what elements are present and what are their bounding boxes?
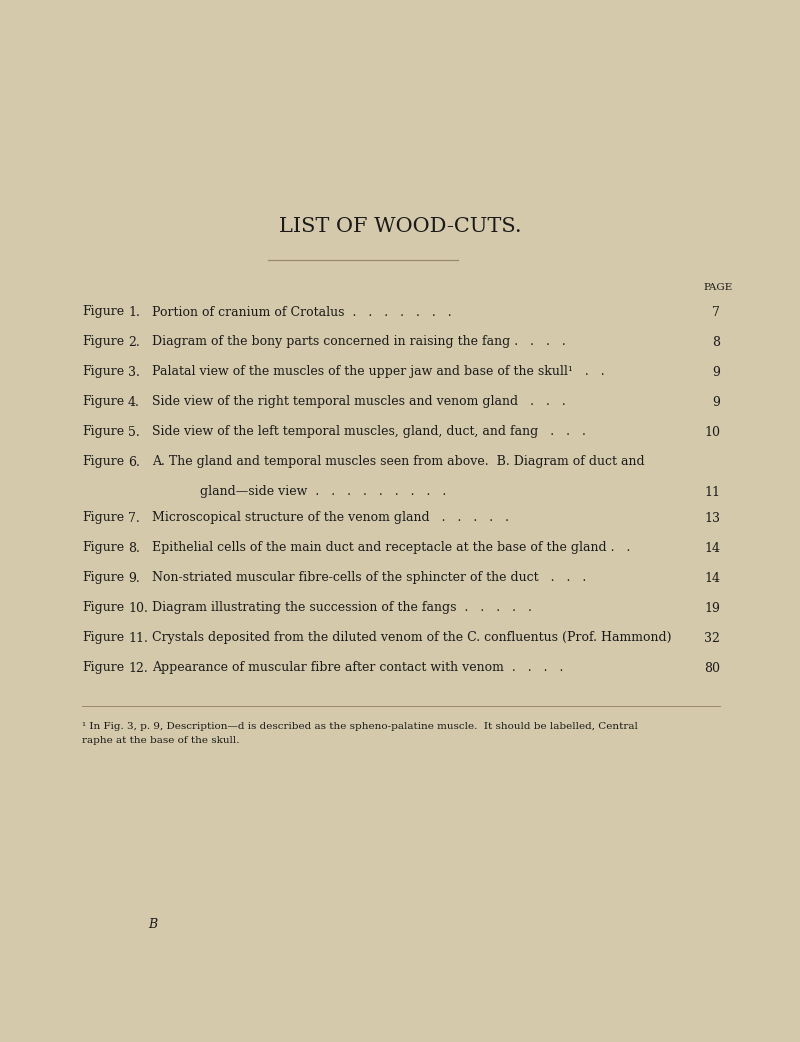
Text: Figure: Figure (82, 631, 124, 645)
Text: 32: 32 (704, 631, 720, 645)
Text: A. The gland and temporal muscles seen from above.  B. Diagram of duct and: A. The gland and temporal muscles seen f… (152, 455, 645, 469)
Text: Appearance of muscular fibre after contact with venom  .   .   .   .: Appearance of muscular fibre after conta… (152, 662, 563, 674)
Text: Figure: Figure (82, 662, 124, 674)
Text: Figure: Figure (82, 601, 124, 615)
Text: B: B (148, 918, 157, 931)
Text: gland—side view  .   .   .   .   .   .   .   .   .: gland—side view . . . . . . . . . (200, 486, 446, 498)
Text: Figure: Figure (82, 571, 124, 585)
Text: Figure: Figure (82, 305, 124, 319)
Text: Figure: Figure (82, 396, 124, 408)
Text: Figure: Figure (82, 542, 124, 554)
Text: 8.: 8. (128, 542, 140, 554)
Text: Portion of cranium of Crotalus  .   .   .   .   .   .   .: Portion of cranium of Crotalus . . . . .… (152, 305, 452, 319)
Text: 11: 11 (704, 486, 720, 498)
Text: Non-striated muscular fibre-cells of the sphincter of the duct   .   .   .: Non-striated muscular fibre-cells of the… (152, 571, 586, 585)
Text: Figure: Figure (82, 455, 124, 469)
Text: LIST OF WOOD-CUTS.: LIST OF WOOD-CUTS. (278, 218, 522, 237)
Text: PAGE: PAGE (703, 282, 733, 292)
Text: Microscopical structure of the venom gland   .   .   .   .   .: Microscopical structure of the venom gla… (152, 512, 509, 524)
Text: 19: 19 (704, 601, 720, 615)
Text: Diagram of the bony parts concerned in raising the fang .   .   .   .: Diagram of the bony parts concerned in r… (152, 336, 566, 348)
Text: 7: 7 (712, 305, 720, 319)
Text: 9: 9 (712, 366, 720, 378)
Text: Figure: Figure (82, 512, 124, 524)
Text: 3.: 3. (128, 366, 140, 378)
Text: Figure: Figure (82, 336, 124, 348)
Text: 10: 10 (704, 425, 720, 439)
Text: 8: 8 (712, 336, 720, 348)
Text: 9.: 9. (128, 571, 140, 585)
Text: Side view of the right temporal muscles and venom gland   .   .   .: Side view of the right temporal muscles … (152, 396, 566, 408)
Text: 4.: 4. (128, 396, 140, 408)
Text: Figure: Figure (82, 425, 124, 439)
Text: 11.: 11. (128, 631, 148, 645)
Text: ¹ In Fig. 3, p. 9, Description—d is described as the spheno-palatine muscle.  It: ¹ In Fig. 3, p. 9, Description—d is desc… (82, 722, 638, 731)
Text: 13: 13 (704, 512, 720, 524)
Text: raphe at the base of the skull.: raphe at the base of the skull. (82, 736, 239, 745)
Text: Epithelial cells of the main duct and receptacle at the base of the gland .   .: Epithelial cells of the main duct and re… (152, 542, 630, 554)
Text: 10.: 10. (128, 601, 148, 615)
Text: Diagram illustrating the succession of the fangs  .   .   .   .   .: Diagram illustrating the succession of t… (152, 601, 532, 615)
Text: 7.: 7. (128, 512, 140, 524)
Text: Crystals deposited from the diluted venom of the C. confluentus (Prof. Hammond): Crystals deposited from the diluted veno… (152, 631, 671, 645)
Text: 80: 80 (704, 662, 720, 674)
Text: 2.: 2. (128, 336, 140, 348)
Text: 14: 14 (704, 542, 720, 554)
Text: Figure: Figure (82, 366, 124, 378)
Text: Side view of the left temporal muscles, gland, duct, and fang   .   .   .: Side view of the left temporal muscles, … (152, 425, 586, 439)
Text: 14: 14 (704, 571, 720, 585)
Text: Palatal view of the muscles of the upper jaw and base of the skull¹   .   .: Palatal view of the muscles of the upper… (152, 366, 605, 378)
Text: 1.: 1. (128, 305, 140, 319)
Text: 5.: 5. (128, 425, 140, 439)
Text: 6.: 6. (128, 455, 140, 469)
Text: 9: 9 (712, 396, 720, 408)
Text: 12.: 12. (128, 662, 148, 674)
